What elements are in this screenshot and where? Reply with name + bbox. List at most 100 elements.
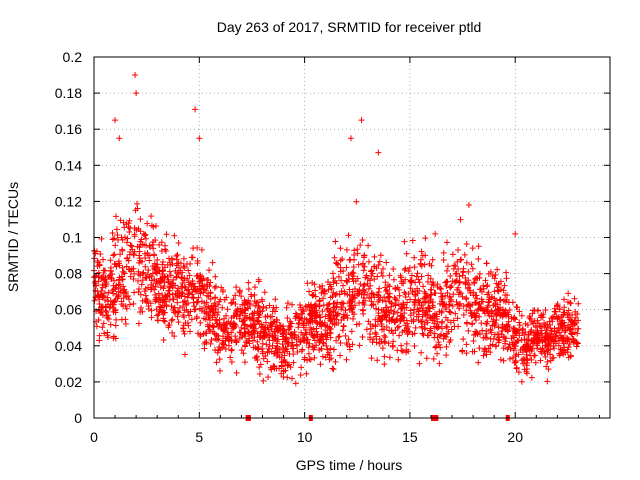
data-point <box>528 356 535 363</box>
data-point <box>285 339 292 346</box>
data-point <box>313 318 320 325</box>
data-point <box>332 238 339 245</box>
y-tick-label: 0.16 <box>55 121 82 137</box>
data-point <box>495 339 502 346</box>
data-point <box>155 290 162 297</box>
data-point <box>451 323 458 330</box>
data-point <box>228 347 235 354</box>
data-point <box>138 258 145 265</box>
data-point <box>447 309 454 316</box>
data-point <box>289 375 296 382</box>
data-point <box>280 358 287 365</box>
data-point <box>311 354 318 361</box>
data-point <box>141 241 148 248</box>
data-point <box>472 300 479 307</box>
data-point <box>470 338 477 345</box>
data-point <box>141 232 148 239</box>
data-point <box>233 369 240 376</box>
data-point <box>226 336 233 343</box>
data-point <box>424 332 431 339</box>
data-point <box>356 342 363 349</box>
data-point <box>357 281 364 288</box>
data-point <box>469 265 476 272</box>
data-point <box>301 337 308 344</box>
data-point <box>327 315 334 322</box>
data-point <box>382 311 389 318</box>
data-point <box>130 300 137 307</box>
data-point <box>359 287 366 294</box>
data-point <box>350 270 357 277</box>
data-point <box>287 323 294 330</box>
data-point <box>274 340 281 347</box>
data-point <box>491 275 498 282</box>
data-point <box>222 346 229 353</box>
data-point <box>490 335 497 342</box>
data-point <box>199 283 206 290</box>
data-point <box>273 345 280 352</box>
data-point <box>174 313 181 320</box>
data-point <box>225 342 232 349</box>
data-point <box>323 336 330 343</box>
data-point <box>466 287 473 294</box>
data-point <box>253 299 260 306</box>
data-point <box>317 320 324 327</box>
data-point <box>221 328 228 335</box>
data-point <box>142 235 149 242</box>
data-point <box>293 341 300 348</box>
data-point <box>460 311 467 318</box>
data-point <box>351 256 358 263</box>
data-point <box>506 307 513 314</box>
y-tick-label: 0.14 <box>55 157 82 173</box>
data-point <box>329 270 336 277</box>
data-point <box>434 350 441 357</box>
data-point <box>528 374 535 381</box>
data-point <box>248 291 255 298</box>
data-point <box>137 228 144 235</box>
data-point <box>469 301 476 308</box>
data-point <box>513 365 520 372</box>
data-point <box>308 311 315 318</box>
data-point <box>150 245 157 252</box>
data-point <box>293 336 300 343</box>
data-point <box>571 321 578 328</box>
data-point <box>94 288 101 295</box>
data-point <box>186 312 193 319</box>
data-point <box>379 316 386 323</box>
data-point <box>490 302 497 309</box>
data-point <box>447 319 454 326</box>
data-point <box>266 337 273 344</box>
data-point <box>448 283 455 290</box>
data-point <box>157 303 164 310</box>
data-point <box>326 324 333 331</box>
data-point <box>312 287 319 294</box>
data-point <box>216 316 223 323</box>
data-point <box>99 275 106 282</box>
data-point <box>230 296 237 303</box>
data-point <box>439 301 446 308</box>
data-point <box>538 350 545 357</box>
data-point <box>543 327 550 334</box>
data-point <box>483 320 490 327</box>
data-point <box>513 339 520 346</box>
data-point <box>181 330 188 337</box>
data-point <box>342 332 349 339</box>
data-point <box>376 285 383 292</box>
data-point <box>196 135 203 142</box>
x-tick-label: 15 <box>402 429 418 445</box>
data-point <box>135 320 142 327</box>
data-point <box>392 319 399 326</box>
data-point <box>91 280 98 287</box>
data-point <box>212 294 219 301</box>
data-point <box>403 250 410 257</box>
data-point <box>288 330 295 337</box>
data-point <box>376 296 383 303</box>
data-point <box>241 307 248 314</box>
data-point <box>319 308 326 315</box>
data-point <box>205 323 212 330</box>
data-point <box>439 325 446 332</box>
data-point <box>120 269 127 276</box>
data-point <box>543 363 550 370</box>
data-point <box>343 246 350 253</box>
data-point <box>197 319 204 326</box>
data-point <box>547 351 554 358</box>
